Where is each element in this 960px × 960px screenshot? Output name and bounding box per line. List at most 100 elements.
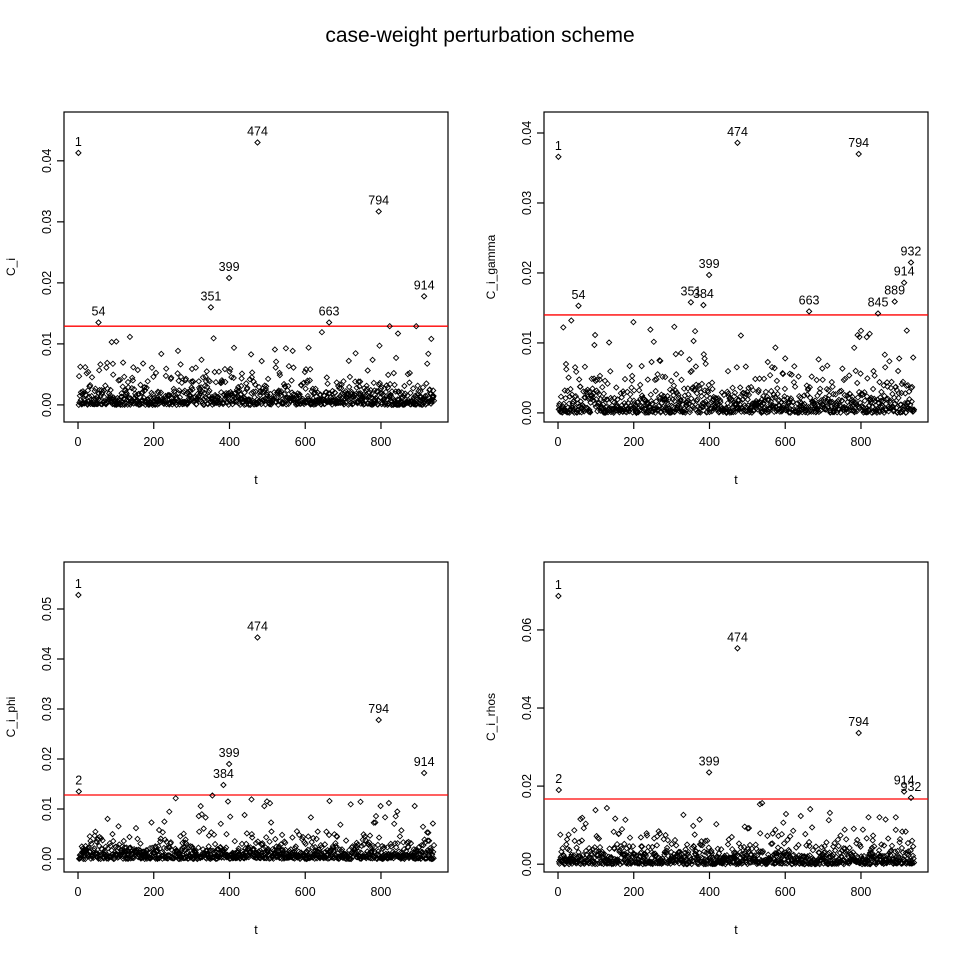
y-axis-tick-label: 0.04 — [40, 149, 54, 173]
outlier-point-label: 474 — [247, 125, 268, 139]
outlier-point — [75, 149, 82, 157]
outlier-point-label: 54 — [572, 288, 586, 302]
outlier-point — [907, 794, 915, 802]
outlier-point — [555, 592, 562, 600]
plot-box — [63, 111, 449, 423]
scatter-panel-c-i-phi: 0 200 400 600 800 0.00 0.01 0.02 0.03 0.04 0.05 t C_… — [4, 561, 449, 937]
outlier-point-label: 384 — [693, 287, 714, 301]
outlier-point-label: 932 — [901, 244, 922, 258]
y-axis-tick-label: 0.00 — [40, 393, 54, 417]
outlier-point — [575, 302, 582, 310]
x-axis-tick-label: 800 — [851, 435, 872, 449]
background-points — [75, 792, 438, 863]
outlier-point-label: 2 — [75, 774, 82, 788]
x-axis-tick-label: 600 — [775, 435, 796, 449]
outlier-point — [855, 150, 863, 158]
outlier-point-label: 2 — [555, 772, 562, 786]
outlier-point-label: 351 — [681, 284, 702, 298]
outlier-point-label: 399 — [699, 754, 720, 768]
y-axis-tick-label: 0.02 — [520, 261, 534, 285]
y-axis-tick-label: 0.02 — [40, 271, 54, 295]
x-axis-title: t — [254, 923, 258, 937]
x-axis-title: t — [734, 923, 738, 937]
x-axis-tick-label: 400 — [219, 435, 240, 449]
y-axis-title: C_i_gamma — [484, 234, 498, 299]
outlier-point — [705, 769, 713, 776]
outlier-point — [325, 319, 333, 326]
y-axis-tick-label: 0.00 — [520, 852, 534, 876]
x-axis-tick-label: 0 — [555, 435, 562, 449]
outlier-point-label: 384 — [213, 767, 234, 781]
outlier-point — [375, 716, 383, 724]
y-axis-tick-label: 0.02 — [40, 747, 54, 771]
outlier-point-label: 351 — [201, 289, 222, 303]
outlier-point-label: 914 — [414, 755, 435, 769]
outlier-point — [700, 301, 707, 309]
y-axis-tick-label: 0.06 — [520, 618, 534, 642]
outlier-point-label: 1 — [75, 577, 82, 591]
x-axis-tick-label: 200 — [623, 435, 644, 449]
figure-title: case-weight perturbation scheme — [325, 24, 635, 47]
scatter-panel-c-i-rhos: 0 200 400 600 800 0.00 0.02 0.04 0.06 t C_i_rhos 1 2… — [484, 561, 929, 937]
background-points — [555, 317, 918, 417]
outlier-point — [900, 279, 908, 287]
outlier-point-label: 1 — [555, 578, 562, 592]
y-axis-title: C_i_phi — [4, 697, 18, 738]
outlier-point — [95, 319, 102, 326]
outlier-point-label: 399 — [219, 260, 240, 274]
outlier-point-label: 474 — [727, 630, 748, 644]
y-axis-tick-label: 0.01 — [520, 331, 534, 355]
outlier-point — [207, 303, 215, 311]
outlier-point — [75, 591, 82, 599]
y-axis-tick-label: 0.04 — [40, 647, 54, 671]
plot-box — [543, 561, 929, 873]
y-axis-tick-label: 0.05 — [40, 597, 54, 621]
outlier-point-label: 914 — [894, 774, 915, 788]
x-axis-tick-label: 600 — [295, 885, 316, 899]
outlier-point-label: 663 — [319, 305, 340, 319]
outlier-point-label: 932 — [901, 780, 922, 794]
outlier-point-label: 794 — [848, 136, 869, 150]
y-axis-tick-label: 0.00 — [40, 847, 54, 871]
outlier-point — [805, 308, 813, 315]
x-axis-title: t — [254, 473, 258, 487]
y-axis-tick-label: 0.04 — [520, 696, 534, 720]
y-axis-title: C_i — [4, 258, 18, 276]
outlier-point — [855, 729, 863, 737]
y-axis-tick-label: 0.03 — [520, 191, 534, 215]
outlier-point — [907, 259, 915, 266]
outlier-point — [555, 786, 563, 794]
y-axis-tick-label: 0.04 — [520, 121, 534, 145]
x-axis-tick-label: 600 — [295, 435, 316, 449]
outlier-point-label: 889 — [884, 284, 905, 298]
scatter-panel-c-i: 0 200 400 600 800 0.00 0.01 0.02 0.03 0.04 t C_i 1 54… — [4, 111, 449, 487]
y-axis-tick-label: 0.01 — [40, 797, 54, 821]
outlier-point-label: 794 — [368, 193, 389, 207]
x-axis-tick-label: 600 — [775, 885, 796, 899]
plot-box — [543, 111, 929, 423]
outlier-point-label: 399 — [219, 746, 240, 760]
outlier-point-label: 794 — [848, 715, 869, 729]
x-axis-tick-label: 800 — [371, 435, 392, 449]
x-axis-tick-label: 0 — [75, 885, 82, 899]
outlier-point-label: 845 — [868, 296, 889, 310]
outlier-point-label: 474 — [727, 125, 748, 139]
outlier-point — [254, 139, 261, 146]
background-points — [75, 322, 438, 409]
outlier-point — [900, 788, 908, 795]
x-axis-tick-label: 0 — [555, 885, 562, 899]
outlier-point — [75, 788, 83, 795]
y-axis-tick-label: 0.03 — [40, 697, 54, 721]
plot-box — [63, 561, 449, 873]
x-axis-title: t — [734, 473, 738, 487]
outlier-point — [734, 139, 741, 147]
background-points — [555, 799, 918, 868]
y-axis-tick-label: 0.02 — [520, 774, 534, 798]
outlier-point — [220, 781, 227, 789]
x-axis-tick-label: 0 — [75, 435, 82, 449]
outlier-point — [254, 634, 261, 641]
x-axis-tick-label: 400 — [219, 885, 240, 899]
outlier-point — [891, 298, 899, 305]
outlier-point — [705, 271, 713, 279]
